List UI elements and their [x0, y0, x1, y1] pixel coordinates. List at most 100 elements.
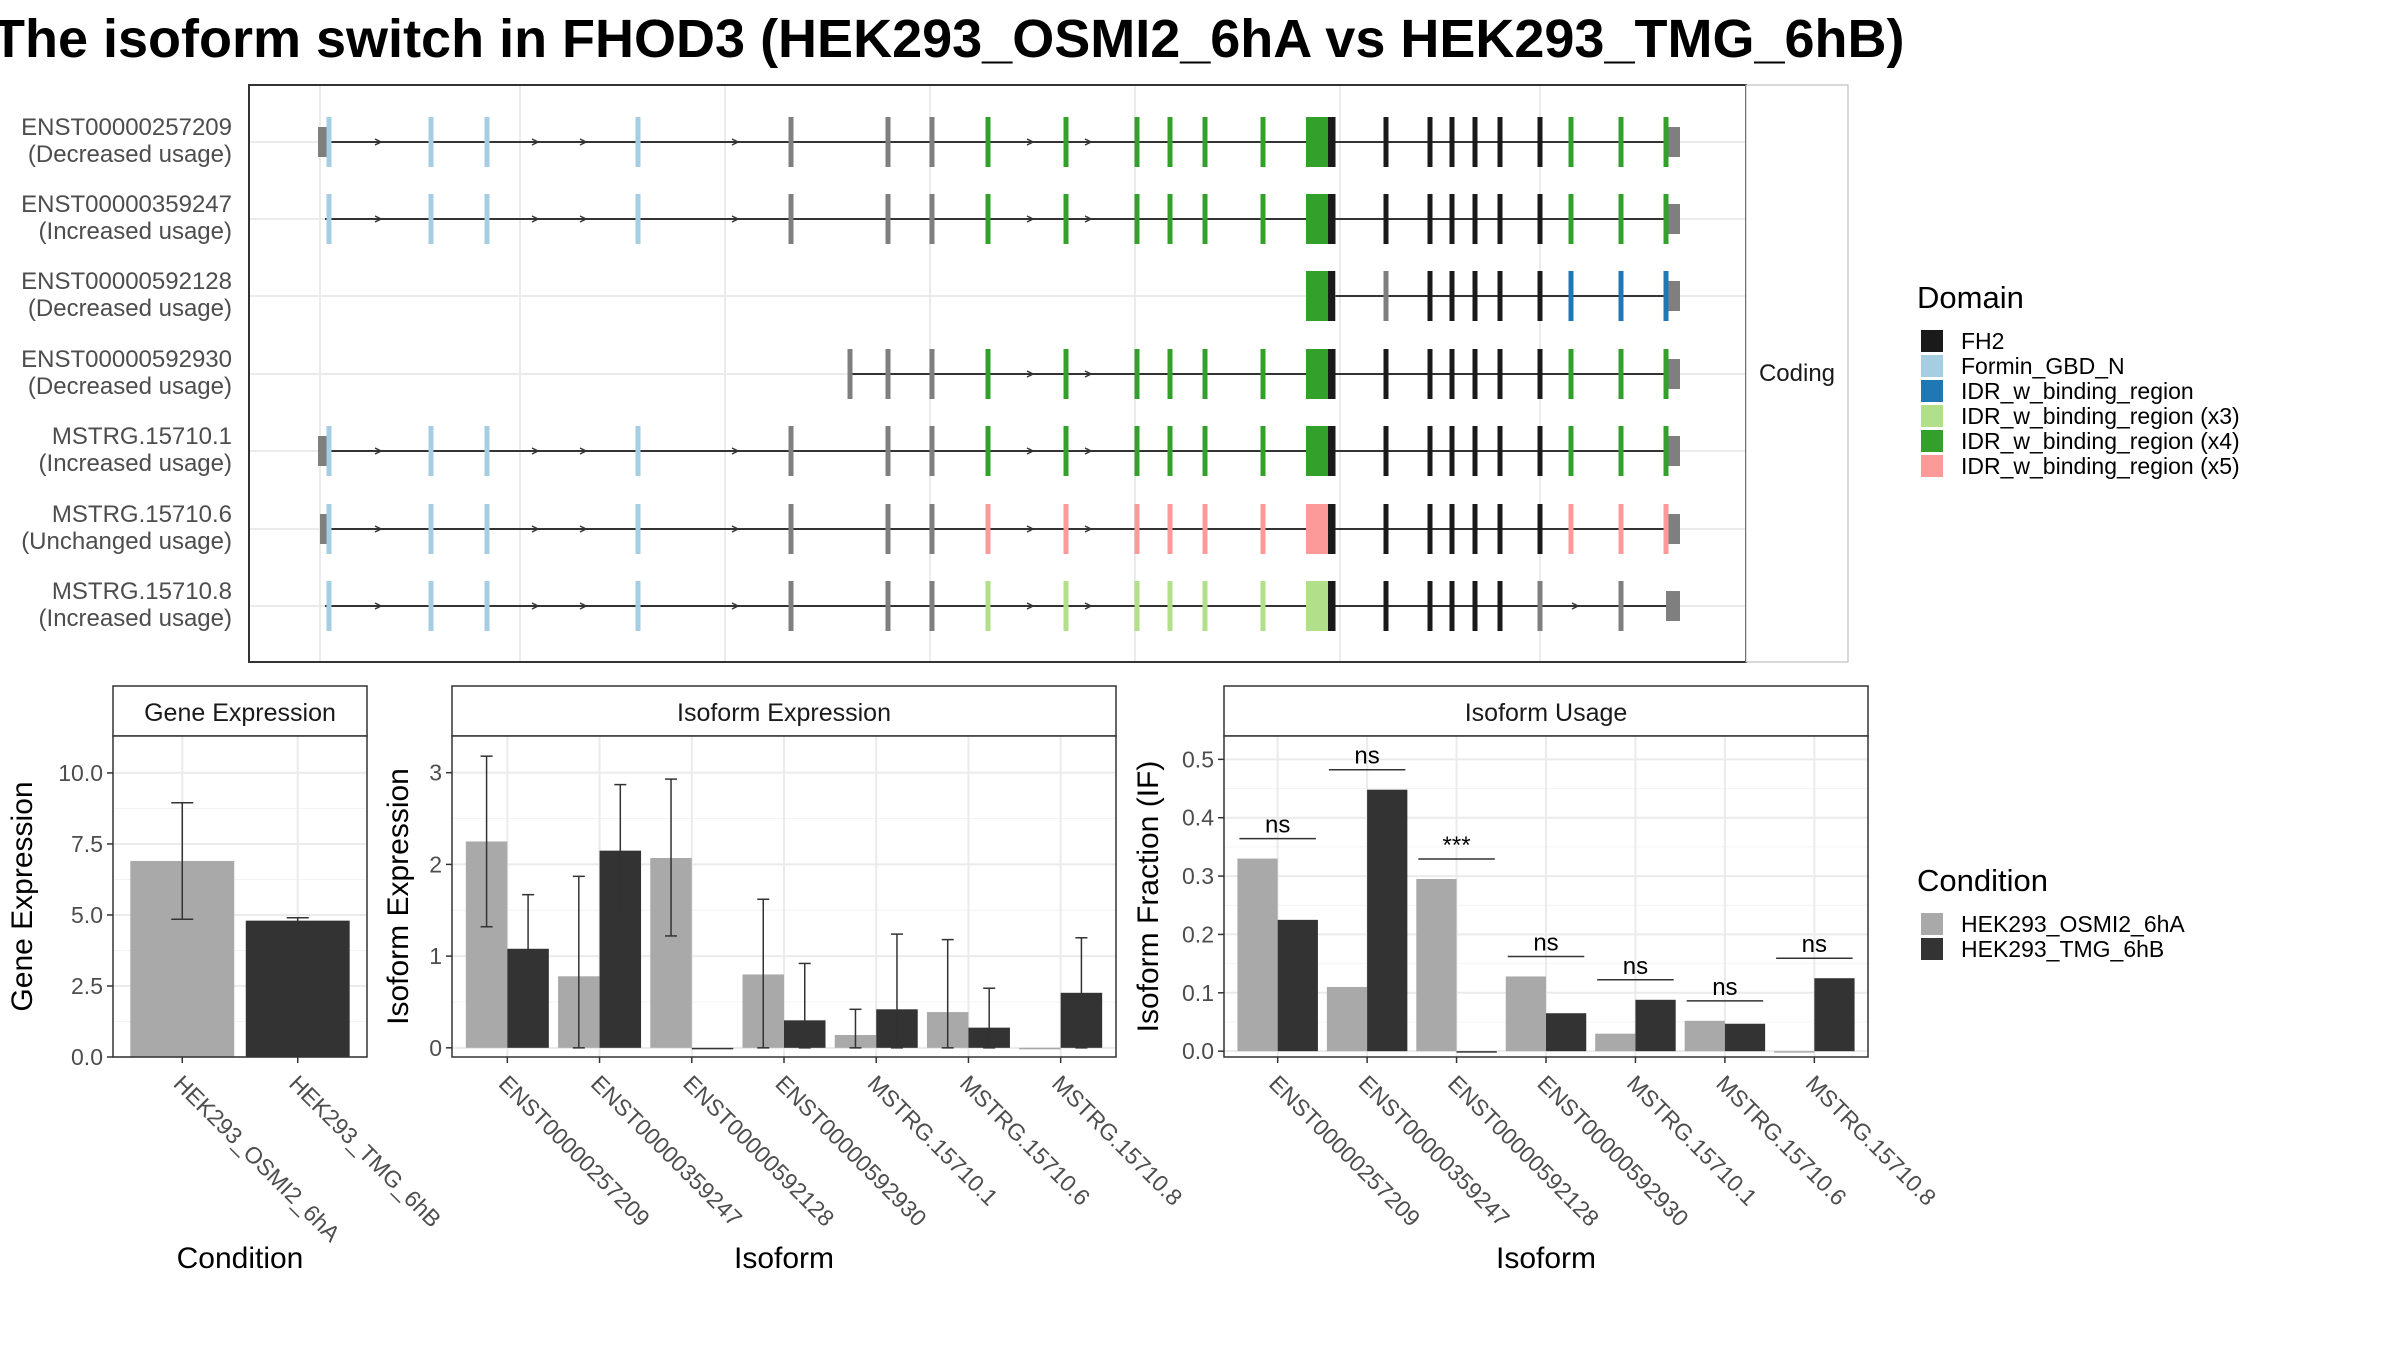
exon-block	[985, 581, 991, 631]
exon-block	[1537, 349, 1543, 399]
exon-block	[1383, 581, 1389, 631]
exon-block	[1472, 426, 1478, 476]
exon-block	[326, 504, 332, 554]
exon-block-cluster	[1306, 271, 1330, 321]
transcript-track	[325, 194, 1680, 244]
strand-arrow	[1084, 215, 1093, 223]
exon-block	[1063, 581, 1069, 631]
panel-strip-title: Isoform Expression	[677, 699, 891, 727]
strand-arrow	[531, 602, 540, 610]
exon-block	[929, 194, 935, 244]
exon-block	[1427, 117, 1433, 167]
bar	[1814, 978, 1855, 1052]
exon-block	[1167, 504, 1173, 554]
domain-legend-swatch	[1921, 405, 1943, 427]
exon-block	[929, 581, 935, 631]
exon-block	[1663, 271, 1669, 321]
exon-block	[1472, 194, 1478, 244]
transcript-id-label: ENST00000592930	[21, 346, 232, 373]
exon-block	[635, 117, 641, 167]
exon-block	[788, 117, 794, 167]
exon-block	[1537, 581, 1543, 631]
bar	[1684, 1020, 1725, 1052]
exon-block	[1427, 581, 1433, 631]
exon-block-cluster	[1306, 349, 1330, 399]
exon-block	[1568, 349, 1574, 399]
strand-arrow	[531, 525, 540, 533]
exon-block	[428, 194, 434, 244]
exon-block	[1202, 581, 1208, 631]
bar	[691, 1047, 734, 1050]
strand-arrow	[579, 215, 588, 223]
bar	[1595, 1033, 1636, 1052]
strand-arrow	[1084, 370, 1093, 378]
y-tick-label: 7.5	[71, 831, 103, 857]
transcript-usage-label: (Increased usage)	[39, 605, 232, 632]
bar	[1546, 1013, 1587, 1052]
exon-block	[428, 426, 434, 476]
domain-legend-label: Formin_GBD_N	[1961, 353, 2125, 379]
strand-arrow	[1026, 447, 1035, 455]
exon-block	[635, 581, 641, 631]
exon-block	[788, 426, 794, 476]
exon-block	[1449, 117, 1455, 167]
strand-arrow	[579, 525, 588, 533]
condition-legend-label: HEK293_TMG_6hB	[1961, 936, 2164, 962]
transcript-track	[320, 504, 1680, 554]
exon-block	[1202, 349, 1208, 399]
exon-block	[1449, 581, 1455, 631]
exon-block	[326, 194, 332, 244]
exon-block	[1383, 271, 1389, 321]
exon-block	[326, 117, 332, 167]
y-tick-label: 0.5	[1182, 746, 1214, 772]
exon-block	[1260, 504, 1266, 554]
y-tick-label: 0.0	[1182, 1038, 1214, 1064]
x-tick-label: ENST00000257209	[1264, 1070, 1425, 1231]
exon-block	[885, 504, 891, 554]
condition-legend-title: Condition	[1917, 863, 2048, 898]
x-tick-label: ENST00000592930	[1532, 1070, 1693, 1231]
exon-block	[885, 194, 891, 244]
transcript-usage-label: (Unchanged usage)	[21, 528, 232, 555]
exon-block	[1497, 271, 1503, 321]
domain-legend-title: Domain	[1917, 280, 2024, 315]
transcript-usage-label: (Decreased usage)	[28, 141, 232, 168]
strand-arrow	[374, 138, 383, 146]
plot-frame	[112, 735, 368, 1058]
domain-legend-swatch	[1921, 430, 1943, 452]
strand-arrow	[731, 138, 740, 146]
exon-block	[1383, 117, 1389, 167]
domain-legend-label: FH2	[1961, 328, 2004, 354]
exon-block	[788, 504, 794, 554]
bar	[1367, 789, 1408, 1052]
significance-label: ns	[1623, 953, 1648, 980]
strand-arrow	[1026, 602, 1035, 610]
exon-block	[985, 426, 991, 476]
exon-block	[1663, 504, 1669, 554]
exon-block	[326, 426, 332, 476]
exon-block	[1134, 117, 1140, 167]
strand-arrow	[1026, 525, 1035, 533]
exon-block	[1328, 271, 1335, 321]
panel-strip	[112, 685, 368, 737]
exon-block-cluster	[1306, 504, 1330, 554]
y-tick-label: 0.1	[1182, 980, 1214, 1006]
utr-block	[320, 514, 330, 544]
exon-block	[1537, 426, 1543, 476]
y-tick-label: 0	[429, 1035, 442, 1061]
transcript-id-label: MSTRG.15710.1	[52, 423, 232, 450]
utr-block	[318, 436, 328, 466]
gene-expression-panel: Gene Expression0.02.55.07.510.0HEK293_OS…	[6, 685, 446, 1275]
exon-block	[1260, 194, 1266, 244]
exon-block	[484, 117, 490, 167]
exon-block	[885, 117, 891, 167]
utr-block	[1666, 359, 1680, 389]
strand-arrow	[374, 602, 383, 610]
x-tick-label: ENST00000257209	[494, 1070, 655, 1231]
structure-strip-label: Coding	[1759, 360, 1835, 387]
exon-block	[484, 426, 490, 476]
exon-block-cluster	[1306, 194, 1330, 244]
exon-block	[1618, 117, 1624, 167]
exon-block	[428, 117, 434, 167]
transcript-usage-label: (Increased usage)	[39, 218, 232, 245]
